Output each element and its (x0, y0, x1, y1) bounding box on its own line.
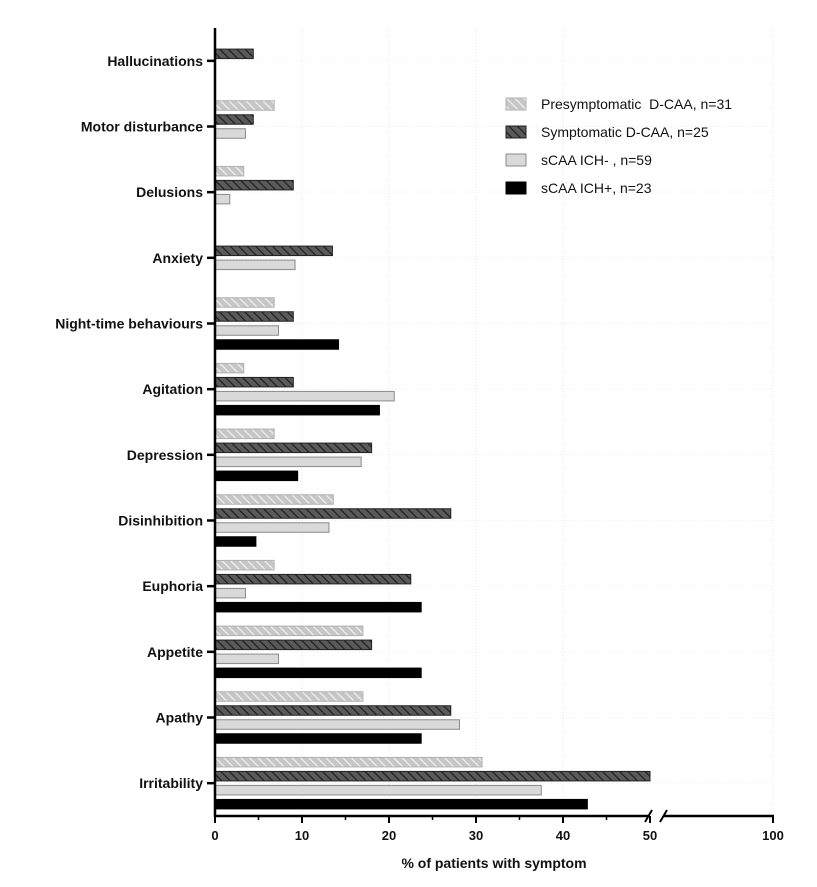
bar (214, 522, 330, 533)
bar (214, 179, 294, 191)
x-tick-label: 50 (643, 828, 657, 843)
x-tick-label: 100 (762, 828, 784, 843)
legend-swatch (505, 97, 527, 111)
bar (214, 691, 364, 702)
category-labels: Hallucinations Motor disturbance Delusions… (55, 53, 203, 791)
category-label: Euphoria (142, 578, 203, 594)
category-label: Appetite (147, 644, 203, 660)
bar (214, 376, 294, 388)
bar (214, 311, 294, 322)
category-label: Agitation (142, 381, 203, 397)
bar (214, 494, 334, 505)
axes (207, 28, 774, 823)
bar (214, 587, 246, 599)
bar (214, 784, 542, 796)
bar (214, 193, 231, 205)
bar (214, 719, 460, 730)
category-label: Anxiety (152, 250, 203, 266)
bar (214, 733, 422, 744)
bar (214, 653, 280, 665)
bar (214, 362, 245, 374)
category-label: Irritability (139, 775, 203, 791)
legend-label: sCAA ICH+, n=23 (541, 180, 652, 196)
bar (214, 756, 483, 768)
x-axis-title: % of patients with symptom (401, 855, 586, 871)
bar (214, 508, 452, 519)
bar (214, 428, 275, 440)
bar (214, 128, 246, 139)
grid (215, 28, 774, 816)
bar (214, 470, 299, 482)
category-label: Apathy (156, 710, 204, 726)
bar (214, 404, 380, 416)
bar (214, 536, 257, 547)
category-label: Disinhibition (118, 513, 203, 529)
bar (214, 259, 296, 271)
bar (214, 165, 245, 177)
bar (214, 798, 588, 810)
bar (214, 705, 452, 716)
bar (214, 639, 373, 651)
category-label: Depression (127, 447, 203, 463)
x-tick-label: 0 (211, 828, 218, 843)
x-tick-label: 10 (295, 828, 309, 843)
x-tick-label: 40 (556, 828, 570, 843)
bar (214, 625, 364, 637)
category-label: Motor disturbance (81, 119, 203, 135)
bar (214, 325, 280, 336)
bar (214, 559, 275, 571)
x-tick-label: 20 (382, 828, 396, 843)
legend-swatch (505, 153, 527, 167)
bar (214, 667, 422, 679)
axis-break-mark (644, 809, 653, 823)
legend: Presymptomatic D-CAA, n=31 Symptomatic D-… (505, 96, 732, 196)
bar (214, 245, 333, 257)
bar (214, 100, 275, 111)
bar (214, 601, 422, 613)
category-label: Hallucinations (107, 53, 203, 69)
x-tick-label: 30 (469, 828, 483, 843)
bar (214, 390, 395, 402)
bar (214, 48, 254, 60)
legend-label: sCAA ICH- , n=59 (541, 152, 652, 168)
bar (214, 297, 275, 308)
bars (214, 48, 651, 810)
legend-label: Symptomatic D-CAA, n=25 (541, 124, 709, 140)
bar (214, 442, 373, 454)
bar (214, 770, 651, 782)
category-label: Delusions (136, 184, 203, 200)
legend-swatch (505, 125, 527, 139)
axis-break-mark (659, 809, 668, 823)
category-label: Night-time behaviours (55, 316, 203, 332)
legend-swatch (505, 181, 527, 195)
bar (214, 573, 412, 585)
bar (214, 114, 254, 125)
bar (214, 339, 340, 350)
x-tick-labels: 0 10 20 30 40 50 100 (211, 828, 783, 843)
legend-label: Presymptomatic D-CAA, n=31 (541, 96, 732, 112)
bar (214, 456, 362, 468)
